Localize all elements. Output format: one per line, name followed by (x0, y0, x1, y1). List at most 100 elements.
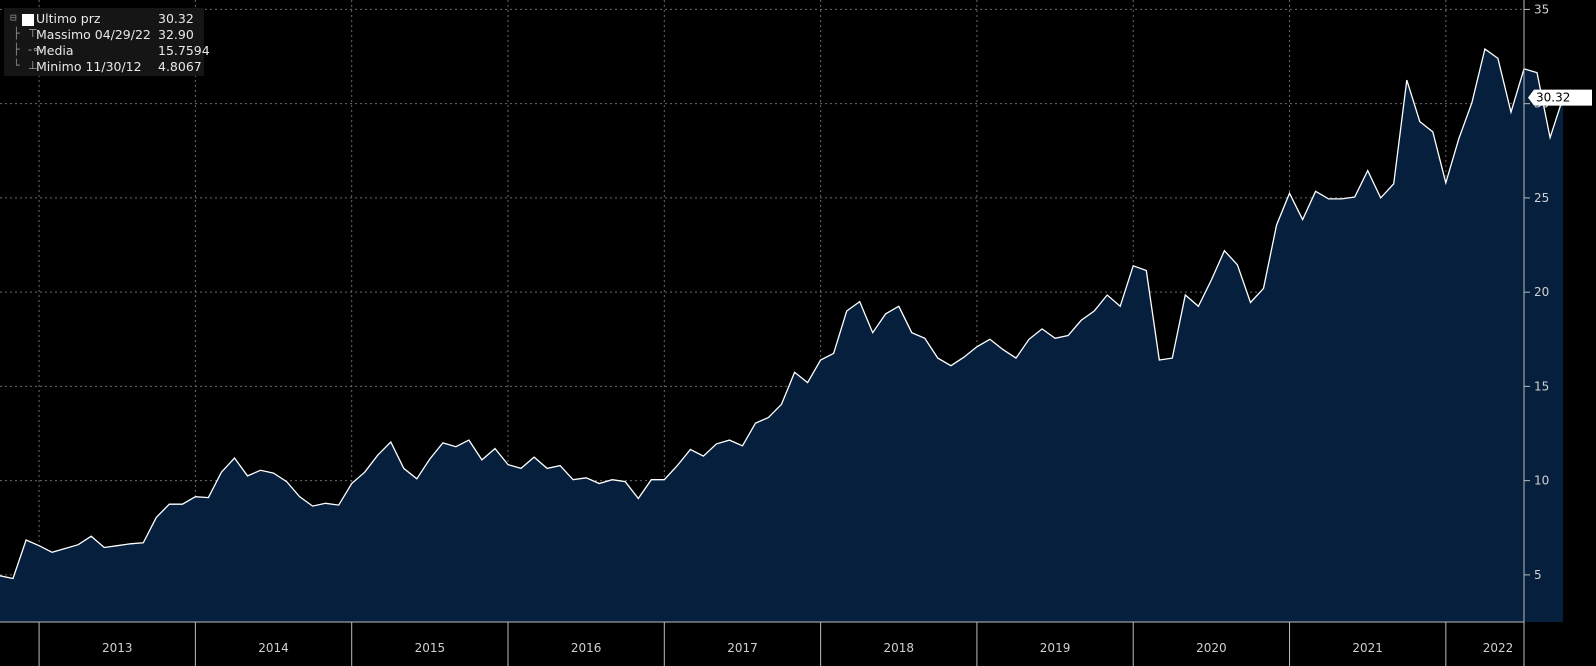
y-tick-label: 15 (1534, 379, 1549, 393)
data-point (1171, 357, 1173, 359)
data-point (806, 381, 808, 383)
data-point (1419, 120, 1421, 122)
data-point (858, 300, 860, 302)
data-point (1340, 198, 1342, 200)
series-line (0, 47, 1564, 580)
legend-row-mean: ├ -∘- Media 15.7594 (4, 43, 210, 59)
tree-end-icon: └ (13, 59, 20, 72)
data-point (1028, 338, 1030, 340)
data-point (689, 448, 691, 450)
data-point (1236, 264, 1238, 266)
data-point (1197, 305, 1199, 307)
data-point (481, 459, 483, 461)
legend: ⊟ Ultimo prz 30.32 ├ ⊤ Massimo 04/29/22 … (4, 8, 210, 76)
data-point (702, 455, 704, 457)
data-point (285, 480, 287, 482)
data-point (546, 467, 548, 469)
data-point (233, 457, 235, 459)
data-point (872, 331, 874, 333)
low-marker-icon: ⊥ (28, 59, 38, 72)
data-point (637, 497, 639, 499)
data-point (1106, 294, 1108, 296)
data-point (350, 482, 352, 484)
x-tick-label: 2013 (102, 641, 133, 655)
data-point (611, 478, 613, 480)
data-point (1249, 301, 1251, 303)
data-point (207, 496, 209, 498)
data-point (1536, 71, 1538, 73)
data-point (1445, 182, 1447, 184)
data-point (1158, 359, 1160, 361)
data-point (90, 535, 92, 537)
data-point (1484, 48, 1486, 50)
collapse-icon[interactable]: ⊟ (10, 11, 17, 24)
data-point (1275, 224, 1277, 226)
data-point (429, 458, 431, 460)
data-point (832, 352, 834, 354)
data-point (1353, 196, 1355, 198)
data-point (767, 416, 769, 418)
data-point (963, 356, 965, 358)
data-point (1080, 319, 1082, 321)
x-tick-label: 2022 (1483, 641, 1514, 655)
legend-mean-label: Media (36, 43, 74, 58)
legend-row-high: ├ ⊤ Massimo 04/29/22 32.90 (4, 27, 204, 43)
data-point (1549, 136, 1551, 138)
data-point (1393, 183, 1395, 185)
data-point (950, 364, 952, 366)
data-point (676, 464, 678, 466)
data-point (220, 471, 222, 473)
legend-high-value: 32.90 (158, 27, 194, 42)
data-point (1067, 334, 1069, 336)
legend-row-last: ⊟ Ultimo prz 30.32 (4, 11, 204, 27)
data-point (494, 447, 496, 449)
mean-marker-icon: -∘- (28, 43, 43, 56)
data-point (1210, 279, 1212, 281)
data-point (1406, 79, 1408, 81)
data-point (741, 445, 743, 447)
legend-high-label: Massimo 04/29/22 (36, 27, 151, 42)
legend-low-label: Minimo 11/30/12 (36, 59, 142, 74)
data-point (1015, 357, 1017, 359)
data-point (976, 346, 978, 348)
data-point (754, 422, 756, 424)
data-point (455, 446, 457, 448)
x-tick-label: 2020 (1196, 641, 1227, 655)
data-point (598, 482, 600, 484)
last-value-tag-shape (1528, 89, 1592, 106)
tree-branch-icon: ├ (13, 43, 20, 56)
data-point (989, 338, 991, 340)
data-point (1132, 265, 1134, 267)
data-point (51, 551, 53, 553)
x-tick-label: 2016 (571, 641, 602, 655)
data-point (337, 504, 339, 506)
data-point (64, 547, 66, 549)
data-point (1119, 305, 1121, 307)
legend-last-value: 30.32 (158, 11, 194, 26)
data-point (38, 544, 40, 546)
data-point (1510, 111, 1512, 113)
tree-branch-icon: ├ (13, 27, 20, 40)
x-tick-label: 2021 (1352, 641, 1383, 655)
data-point (1093, 310, 1095, 312)
data-point (793, 371, 795, 373)
data-point (77, 544, 79, 546)
data-point (142, 542, 144, 544)
data-point (728, 439, 730, 441)
series-area (0, 49, 1564, 622)
data-point (624, 480, 626, 482)
data-point (272, 472, 274, 474)
data-point (780, 403, 782, 405)
y-tick-label: 25 (1534, 191, 1549, 205)
data-point (898, 305, 900, 307)
data-point (416, 478, 418, 480)
data-point (194, 495, 196, 497)
data-point (1262, 287, 1264, 289)
legend-last-label: Ultimo prz (36, 11, 101, 26)
data-point (1288, 192, 1290, 194)
legend-mean-value: 15.7594 (158, 43, 210, 58)
series-color-swatch (22, 14, 34, 26)
data-point (298, 495, 300, 497)
data-point (885, 313, 887, 315)
